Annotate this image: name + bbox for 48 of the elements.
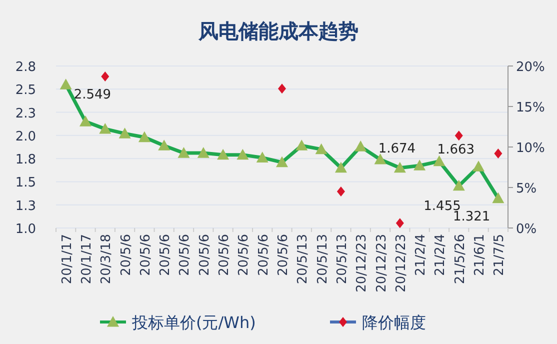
y-tick-label: 2.8 (15, 60, 36, 75)
y-tick-label: 1.0 (15, 222, 36, 237)
point (336, 186, 345, 197)
x-tick-label: 20/12/23 (374, 234, 390, 292)
data-label: 1.674 (378, 142, 416, 157)
x-tick-label: 20/5/13 (315, 234, 330, 284)
x-tick-label: 20/1/17 (79, 234, 94, 284)
y2-tick-label: 5% (516, 182, 537, 196)
point (454, 130, 463, 141)
y-tick-label: 2.3 (15, 106, 36, 122)
x-tick-label: 20/5/13 (334, 234, 350, 284)
x-tick-label: 21/7/5 (492, 234, 508, 276)
point (278, 84, 286, 94)
data-label: 2.549 (74, 88, 112, 103)
point (396, 218, 404, 228)
x-tick-label: 20/5/6 (236, 234, 252, 276)
x-tick-label: 20/5/6 (158, 234, 174, 276)
x-tick-label: 20/5/6 (276, 234, 291, 276)
x-tick-label: 20/12/23 (394, 234, 409, 292)
x-tick-label: 20/5/6 (217, 234, 232, 276)
y-tick-label: 1.3 (15, 198, 36, 214)
y2-tick-label: 20% (516, 60, 545, 75)
x-tick-label: 20/5/13 (296, 234, 311, 284)
x-tick-label: 20/12/23 (354, 234, 370, 292)
x-tick-label: 20/5/6 (197, 234, 212, 276)
x-tick-label: 21/6/1 (472, 234, 488, 276)
chart-title: 风电储能成本趋势 (198, 19, 358, 43)
y2-tick-label: 0% (516, 222, 537, 237)
x-tick-label: 20/1/17 (60, 234, 75, 284)
x-tick-label: 20/5/6 (138, 234, 154, 276)
x-tick-label: 21/2/4 (414, 234, 429, 276)
legend-label: 降价幅度 (362, 313, 426, 332)
y-tick-label: 1.8 (15, 152, 36, 168)
x-tick-label: 20/5/6 (118, 234, 134, 276)
x-tick-label: 20/5/6 (256, 234, 272, 276)
legend-label: 投标单价(元/Wh) (131, 313, 256, 332)
data-label: 1.663 (437, 142, 475, 158)
y2-tick-label: 15% (516, 100, 545, 116)
y-tick-label: 2.0 (15, 129, 36, 144)
point (494, 148, 502, 158)
y-tick-label: 1.5 (15, 176, 36, 191)
point (101, 72, 110, 82)
x-tick-label: 20/5/6 (178, 234, 193, 276)
x-tick-label: 21/5/26 (452, 234, 468, 284)
y-tick-label: 2.5 (15, 83, 36, 98)
y2-tick-label: 10% (516, 141, 545, 156)
x-tick-label: 20/3/18 (99, 234, 114, 284)
x-tick-label: 21/2/4 (433, 234, 448, 276)
